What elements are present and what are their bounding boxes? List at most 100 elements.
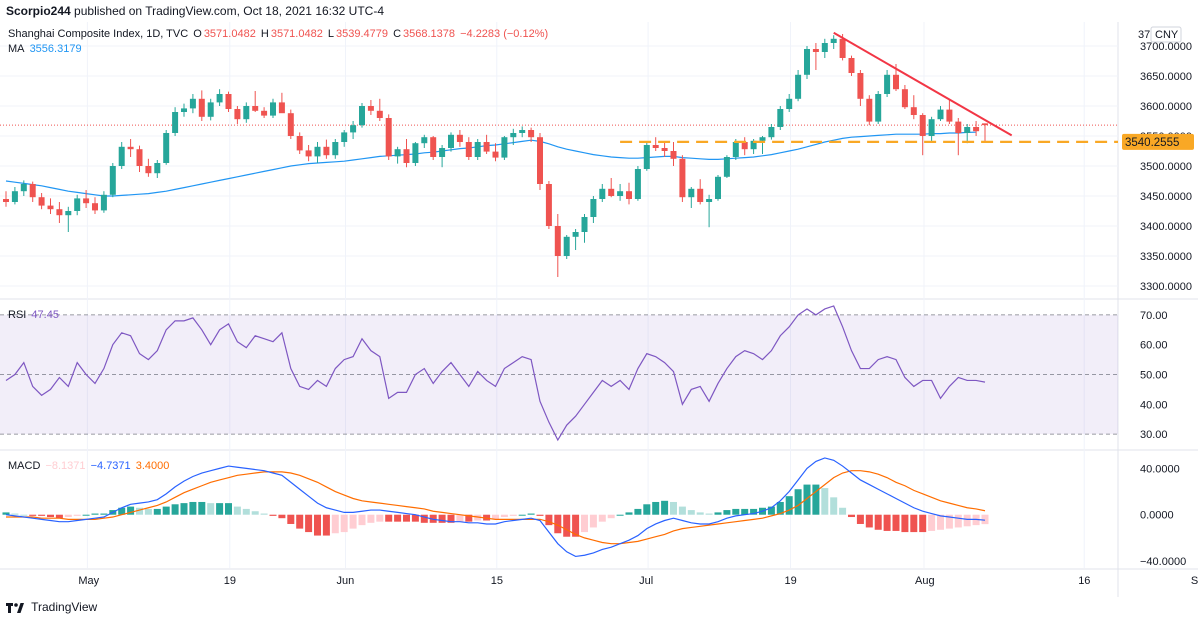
ma-label[interactable]: MA — [8, 43, 25, 55]
candle-body — [804, 49, 810, 75]
price-tick-label: 3650.0000 — [1140, 71, 1192, 83]
macd-histogram-bar — [607, 514, 615, 519]
rsi-tick-label: 30.00 — [1140, 429, 1168, 441]
candle-body — [456, 134, 463, 142]
candle-body — [830, 38, 837, 43]
rsi-tick-label: 50.00 — [1140, 370, 1168, 382]
macd-histogram-bar — [839, 507, 847, 515]
macd-histogram-bar — [598, 514, 606, 522]
price-tick-label: 3300.0000 — [1140, 281, 1192, 293]
candle-body — [163, 133, 170, 163]
candle-body — [581, 217, 588, 232]
candle-body — [670, 151, 677, 159]
rsi-tick-label: 70.00 — [1140, 310, 1168, 322]
candle-body — [866, 98, 873, 122]
candle-body — [198, 98, 205, 117]
macd-histogram-bar — [47, 514, 54, 518]
rsi-tick-label: 40.00 — [1140, 399, 1168, 411]
candle-body — [403, 149, 410, 163]
macd-histogram-bar — [856, 514, 864, 524]
candle-body — [857, 73, 864, 99]
macd-tick-label: 40.0000 — [1140, 463, 1180, 475]
open-label: O — [193, 28, 202, 40]
macd-histogram-bar — [73, 514, 81, 516]
macd-histogram-bar — [162, 506, 170, 515]
low-value: 3539.4779 — [336, 28, 389, 40]
macd-histogram-bar — [981, 514, 989, 525]
candle-body — [982, 123, 988, 126]
candle-body — [216, 94, 223, 103]
macd-histogram-bar — [403, 514, 410, 522]
candle-body — [385, 118, 392, 157]
candle-body — [100, 194, 107, 211]
macd-histogram-bar — [696, 512, 704, 515]
candle-body — [501, 137, 508, 158]
price-tick-label: 3450.0000 — [1140, 191, 1192, 203]
candle-body — [626, 191, 632, 199]
macd-histogram-bar — [509, 514, 517, 516]
candle-body — [376, 110, 383, 118]
ma-line — [5, 131, 977, 197]
macd-histogram-bar — [260, 513, 268, 515]
macd-tick-label: 0.0000 — [1140, 510, 1174, 522]
candle-body — [332, 142, 339, 156]
macd-histogram-bar — [305, 514, 313, 533]
macd-histogram-bar — [963, 514, 971, 527]
candle-body — [287, 113, 294, 136]
time-tick-label: 16 — [1078, 575, 1090, 587]
time-tick-label: 15 — [491, 575, 503, 587]
macd-histogram-bar — [322, 514, 330, 536]
macd-histogram-bar — [331, 514, 339, 534]
candle-body — [875, 94, 882, 122]
macd-label[interactable]: MACD — [8, 460, 41, 472]
candle-body — [83, 198, 90, 204]
chart-area[interactable]: 3700.00003650.00003600.00003550.00003500… — [0, 22, 1198, 597]
candle-body — [572, 232, 579, 237]
macd-histogram-bar — [447, 514, 455, 523]
macd-histogram-bar — [643, 504, 651, 515]
macd-histogram-bar — [296, 514, 304, 529]
publisher-name[interactable]: Scorpio244 — [6, 4, 71, 18]
macd-histogram-bar — [189, 501, 197, 515]
rsi-label[interactable]: RSI — [8, 309, 27, 321]
candle-body — [759, 137, 766, 141]
candle-body — [528, 130, 535, 138]
candle-body — [474, 142, 481, 157]
macd-histogram-bar — [340, 514, 348, 533]
macd-histogram-bar — [278, 514, 286, 519]
macd-histogram-bar — [750, 508, 758, 515]
candle-body — [554, 226, 561, 256]
macd-line-value: −4.7371 — [90, 460, 131, 472]
rsi-band — [0, 314, 1118, 435]
candle-body — [350, 125, 357, 133]
macd-histogram-bar — [803, 484, 811, 515]
time-tick-label: May — [78, 575, 99, 587]
support-price-label: 3540.2555 — [1125, 137, 1179, 149]
change-value: −4.2283 (−0.12%) — [460, 28, 549, 40]
time-tick-label: 19 — [224, 575, 236, 587]
candle-body — [599, 188, 606, 199]
macd-histogram-bar — [29, 514, 37, 516]
macd-histogram-bar — [456, 514, 464, 522]
candle-body — [510, 133, 517, 138]
macd-histogram-bar — [269, 514, 277, 516]
candle-body — [777, 109, 784, 127]
symbol-title[interactable]: Shanghai Composite Index, 1D, TVC — [8, 28, 189, 40]
candle-body — [118, 146, 125, 166]
macd-histogram-bar — [634, 508, 642, 515]
candle-body — [207, 102, 214, 117]
time-tick-label: 19 — [785, 575, 797, 587]
brand-label[interactable]: TradingView — [31, 600, 98, 614]
candle-body — [74, 198, 81, 211]
candle-body — [617, 191, 624, 196]
price-tick-label: 3700.0000 — [1140, 41, 1192, 53]
candle-body — [38, 197, 45, 206]
candle-body — [270, 102, 276, 116]
candle-body — [910, 107, 917, 115]
candle-body — [537, 137, 543, 184]
macd-histogram-bar — [812, 484, 820, 515]
candle-body — [679, 158, 686, 198]
footer-brand: TradingView — [0, 597, 1198, 617]
candle-body — [919, 115, 926, 136]
macd-histogram-bar — [367, 514, 375, 523]
